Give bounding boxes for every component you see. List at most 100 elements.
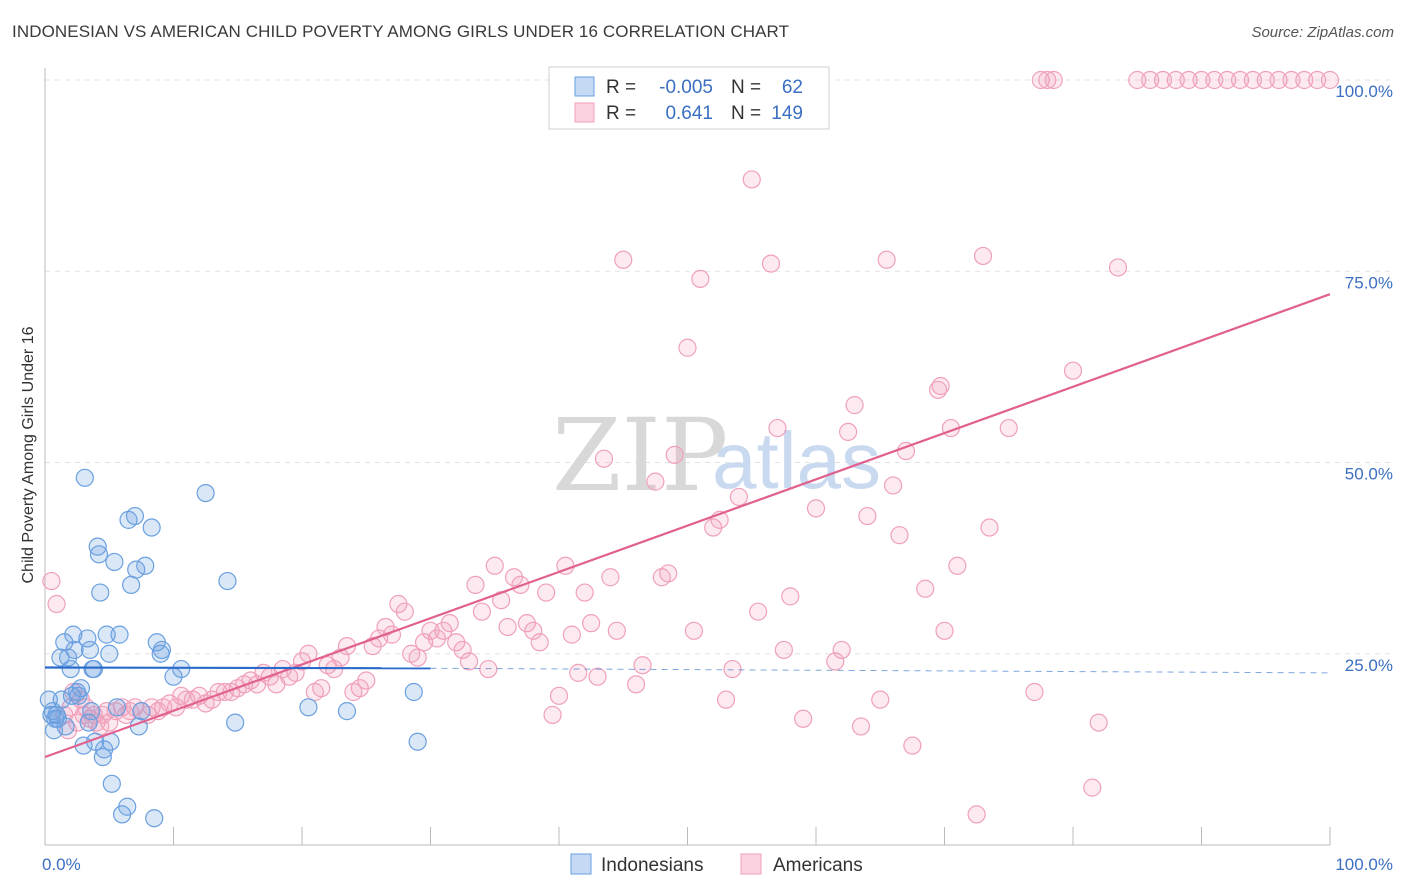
point-americans-115 [781,587,800,606]
y-tick-labels: 25.0% 50.0% 75.0% 100.0% [1335,82,1393,675]
x-tick-labels: 0.0% 100.0% [42,855,1393,874]
x-tick-label-0: 0.0% [42,855,81,874]
point-americans-155 [1218,70,1237,90]
point-americans-91 [569,663,588,682]
point-americans-96 [601,568,620,587]
point-indonesians-50 [145,809,164,828]
point-americans-99 [626,675,646,694]
watermark-zip: ZIP [552,397,728,514]
watermark: ZIP atlas [552,397,881,514]
point-indonesians-6 [48,709,67,728]
point-indonesians-48 [136,556,155,575]
point-americans-138 [980,518,999,537]
point-indonesians-7 [51,648,70,667]
legend-n-label-1: N = [731,77,761,98]
point-indonesians-18 [71,679,91,698]
point-indonesians-23 [80,640,100,660]
point-americans-135 [935,621,954,640]
point-indonesians-12 [61,659,80,679]
bottom-legend-label-americans: Americans [773,855,863,876]
point-indonesians-59 [299,698,318,717]
point-americans-113 [768,418,787,438]
point-indonesians-20 [75,468,94,487]
point-indonesians-61 [404,682,423,702]
point-americans-71 [440,614,459,633]
point-americans-0 [42,571,61,591]
point-americans-109 [729,487,749,507]
point-americans-150 [1153,70,1173,90]
point-americans-165 [684,621,704,640]
point-americans-124 [871,690,890,709]
point-americans-114 [774,640,793,660]
point-indonesians-3 [44,721,64,740]
point-indonesians-44 [125,506,145,526]
point-indonesians-37 [105,552,124,572]
point-americans-136 [967,805,986,824]
point-americans-148 [1128,70,1147,90]
point-americans-78 [485,556,504,575]
point-americans-116 [794,709,813,728]
point-indonesians-33 [97,625,116,644]
point-americans-76 [472,602,491,621]
point-americans-108 [716,690,736,709]
legend-r-label-2: R = [606,103,636,124]
legend-r-label-1: R = [606,77,636,98]
point-americans-85 [530,633,549,652]
point-indonesians-14 [64,625,83,644]
point-americans-143 [1044,70,1063,90]
point-americans-149 [1140,70,1160,90]
legend-r-value-1: -0.005 [659,77,713,98]
point-indonesians-15 [65,640,84,660]
point-americans-88 [549,686,569,705]
point-indonesians-31 [93,747,112,767]
point-indonesians-57 [218,571,237,591]
source-credit: Source: ZipAtlas.com [1251,24,1394,41]
point-americans-66 [408,648,427,667]
point-americans-100 [633,656,652,675]
watermark-atlas: atlas [712,416,881,505]
point-americans-104 [678,338,697,357]
point-americans-126 [883,476,903,495]
point-indonesians-38 [107,698,127,717]
grid [45,79,1395,655]
x-tick-label-1: 100.0% [1335,855,1393,874]
legend-r-value-2: 0.641 [665,103,713,124]
point-americans-110 [742,170,761,189]
bottom-legend-swatch-americans [740,853,762,875]
point-americans-125 [877,250,896,269]
point-indonesians-10 [56,717,75,736]
point-americans-158 [1256,70,1275,90]
point-americans-118 [826,652,845,671]
point-americans-16 [100,713,119,732]
point-americans-103 [665,445,684,464]
y-tick-label-1: 50.0% [1345,465,1393,484]
chart-title: INDONESIAN VS AMERICAN CHILD POVERTY AMO… [12,22,790,41]
trend-line-americans [44,293,1331,759]
point-americans-75 [466,575,485,595]
bottom-legend: Indonesians Americans [570,853,863,876]
point-americans-129 [903,736,922,755]
point-americans-90 [562,625,581,644]
bottom-legend-swatch-indonesians [570,853,592,875]
point-indonesians-60 [337,702,357,721]
point-americans-74 [459,652,479,671]
series-americans [42,70,1340,824]
point-americans-154 [1205,70,1224,90]
point-indonesians-26 [84,659,103,679]
point-americans-160 [1282,70,1301,90]
point-indonesians-29 [89,545,109,564]
point-americans-105 [691,269,710,288]
point-americans-159 [1269,70,1288,90]
y-axis-label: Child Poverty Among Girls Under 16 [20,326,37,583]
point-americans-111 [749,602,768,621]
legend-n-value-2: 149 [771,103,803,124]
point-americans-94 [588,667,607,686]
point-americans-161 [1295,70,1314,90]
point-indonesians-0 [39,690,58,709]
point-americans-139 [999,418,1018,438]
point-americans-92 [575,583,594,602]
point-americans-151 [1166,70,1185,90]
point-indonesians-41 [118,797,137,816]
point-americans-163 [1320,70,1340,90]
